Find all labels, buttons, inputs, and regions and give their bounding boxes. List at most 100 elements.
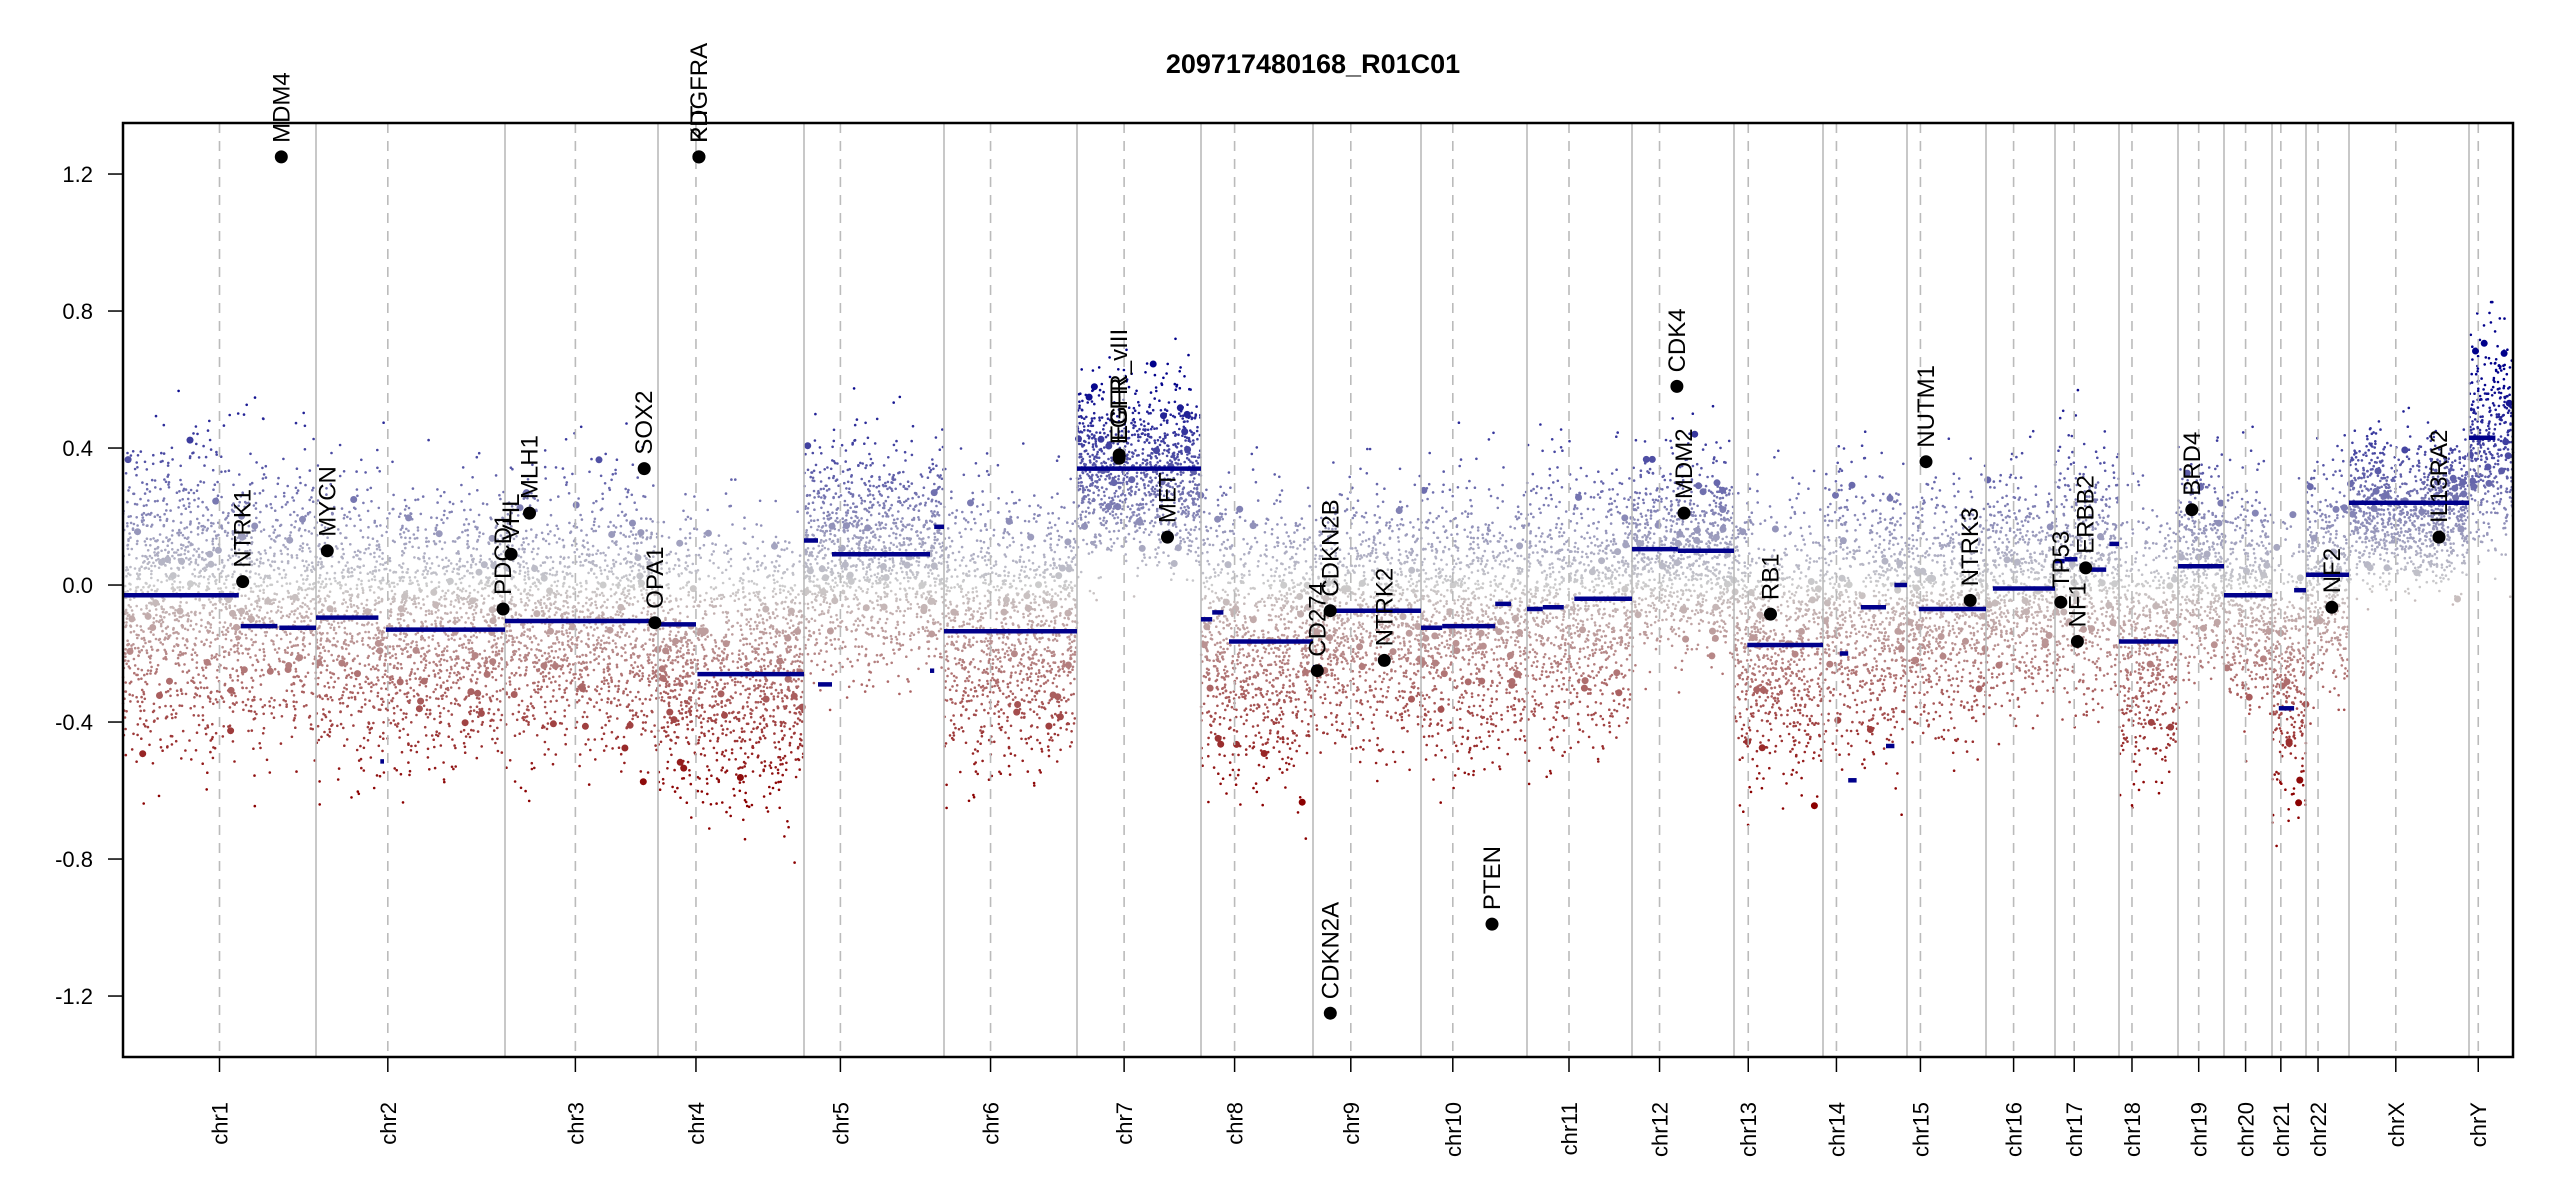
probe-point	[637, 690, 640, 694]
probe-point	[570, 679, 574, 682]
probe-point	[442, 565, 446, 569]
probe-point	[236, 647, 240, 650]
probe-point	[152, 617, 156, 620]
probe-point	[258, 609, 261, 612]
probe-point	[351, 658, 355, 662]
probe-point	[259, 606, 263, 609]
probe-point	[294, 421, 298, 425]
probe-point	[441, 694, 445, 697]
probe-point	[653, 735, 657, 738]
probe-point	[178, 604, 182, 608]
probe-point	[342, 620, 346, 623]
probe-point	[376, 676, 379, 679]
probe-point	[580, 552, 584, 556]
probe-point	[363, 664, 367, 667]
probe-point	[395, 725, 399, 728]
probe-point	[583, 710, 586, 714]
probe-point	[213, 746, 217, 750]
probe-point	[409, 612, 412, 615]
probe-point	[284, 651, 287, 654]
probe-point	[373, 551, 376, 555]
probe-point	[584, 579, 588, 583]
probe-point	[227, 574, 230, 577]
probe-point	[170, 735, 174, 738]
probe-point	[375, 544, 379, 547]
probe-point	[438, 732, 441, 735]
probe-point	[325, 571, 329, 575]
probe-point	[366, 536, 370, 539]
probe-point	[304, 675, 308, 678]
probe-point	[579, 590, 583, 593]
probe-point	[162, 657, 165, 660]
probe-point	[293, 620, 297, 623]
probe-point	[413, 576, 417, 579]
probe-point	[281, 614, 285, 618]
probe-point	[485, 657, 489, 660]
probe-point	[307, 587, 311, 590]
probe-point	[331, 643, 335, 647]
probe-point	[246, 543, 250, 546]
probe-point	[262, 528, 266, 531]
probe-point	[378, 548, 382, 552]
probe-point	[553, 642, 557, 645]
probe-point	[319, 585, 322, 589]
probe-point	[609, 587, 613, 591]
probe-point	[455, 620, 459, 624]
probe-point	[586, 644, 590, 647]
probe-point	[554, 650, 558, 653]
probe-point	[266, 667, 274, 675]
probe-point	[496, 556, 500, 560]
probe-point	[411, 545, 414, 549]
probe-point	[144, 581, 148, 585]
probe-point	[408, 773, 411, 777]
probe-point	[641, 702, 644, 705]
probe-point	[783, 548, 786, 552]
probe-point	[575, 548, 579, 551]
probe-point	[367, 525, 370, 529]
probe-point	[140, 677, 143, 680]
probe-point	[524, 602, 528, 605]
probe-point	[418, 683, 422, 687]
probe-point	[549, 700, 553, 703]
probe-point	[124, 648, 127, 651]
probe-point	[611, 540, 614, 543]
probe-point	[149, 538, 152, 541]
probe-point	[347, 696, 351, 700]
probe-point	[166, 746, 169, 749]
probe-point	[301, 549, 304, 553]
probe-point	[487, 711, 490, 715]
probe-point	[409, 512, 412, 515]
probe-point	[585, 689, 588, 693]
probe-point	[443, 605, 447, 608]
probe-point	[248, 570, 252, 574]
probe-point	[249, 586, 253, 590]
probe-point	[318, 695, 322, 699]
probe-point	[215, 689, 219, 693]
probe-point	[317, 589, 321, 593]
probe-point	[356, 790, 360, 793]
probe-point	[579, 581, 582, 585]
probe-point	[285, 582, 289, 585]
probe-point	[234, 617, 238, 620]
probe-point	[627, 603, 631, 607]
probe-point	[580, 629, 583, 633]
probe-point	[469, 635, 473, 639]
probe-point	[142, 630, 145, 633]
probe-point	[407, 529, 410, 533]
probe-point	[342, 690, 345, 694]
probe-point	[238, 631, 242, 634]
probe-point	[507, 695, 511, 699]
probe-point	[170, 713, 173, 716]
probe-point	[245, 403, 248, 407]
probe-point	[406, 733, 410, 736]
probe-point	[758, 774, 762, 777]
probe-point	[350, 605, 353, 609]
probe-point	[566, 635, 570, 638]
probe-point	[332, 672, 336, 676]
probe-point	[508, 680, 512, 683]
probe-point	[332, 685, 335, 689]
probe-point	[553, 595, 557, 598]
probe-point	[435, 730, 439, 733]
probe-point	[452, 767, 455, 771]
probe-point	[482, 615, 485, 619]
